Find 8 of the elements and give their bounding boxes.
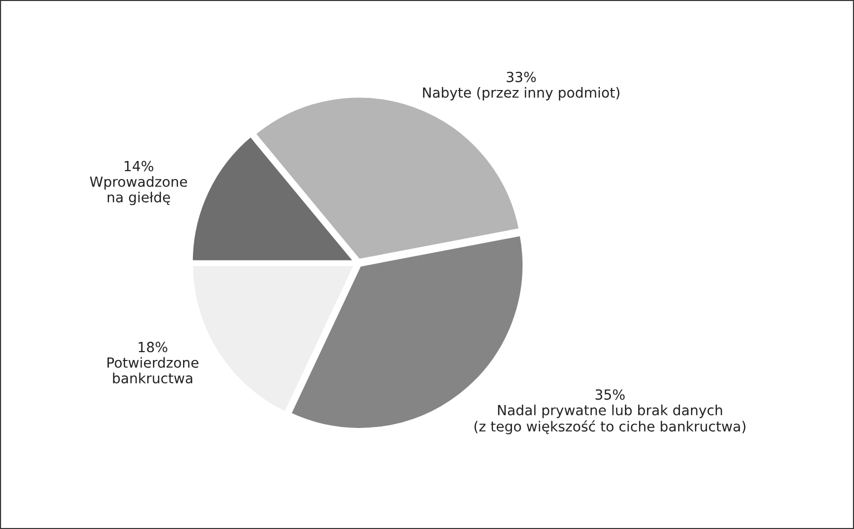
data-label: 35%	[596, 389, 625, 400]
slice-label: Nabyte (przez inny podmiot)	[423, 87, 620, 100]
data-label: 14%	[124, 160, 154, 172]
slice-label: Wprowadzone na giełdę	[90, 176, 188, 206]
slice-label: Nadal prywatne lub brak danych (z tego większość to ciche bankructwa)	[474, 404, 746, 434]
data-label: 33%	[506, 72, 536, 82]
slice-label: Potwierdzone bankructwa	[107, 357, 198, 384]
data-label: 18%	[138, 342, 168, 352]
